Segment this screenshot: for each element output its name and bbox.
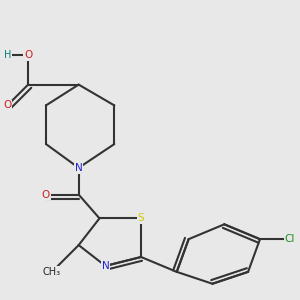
Text: O: O: [24, 50, 32, 60]
Text: O: O: [3, 100, 11, 110]
Text: H: H: [4, 50, 11, 60]
Text: Cl: Cl: [284, 234, 295, 244]
Text: S: S: [138, 213, 144, 224]
Text: N: N: [75, 163, 83, 173]
Text: N: N: [101, 261, 109, 271]
Text: CH₃: CH₃: [43, 267, 61, 277]
Text: O: O: [42, 190, 50, 200]
